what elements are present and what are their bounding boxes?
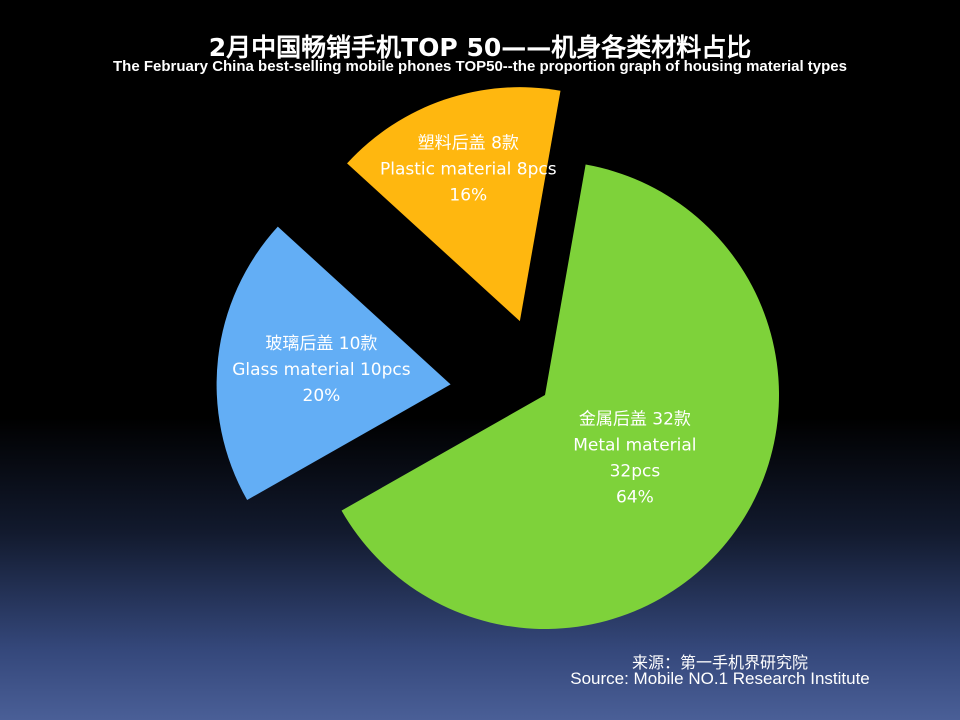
pie-slice-2-label-0: 塑料后盖 8款 xyxy=(418,134,519,154)
pie-slice-0-label-2: 32pcs xyxy=(610,461,661,481)
pie-slice-2-label-2: 16% xyxy=(449,186,487,206)
pie-slice-1-label-1: Glass material 10pcs xyxy=(232,360,411,380)
source-label-cn: 来源：第一手机界研究院 xyxy=(631,653,808,672)
source-label-en: Source: Mobile NO.1 Research Institute xyxy=(570,669,870,688)
pie-slice-0-label-3: 64% xyxy=(616,487,654,507)
pie-slice-1 xyxy=(216,226,451,500)
pie-slice-2 xyxy=(347,87,561,322)
chart-title: 2月中国畅销手机TOP 50——机身各类材料占比 xyxy=(208,33,752,62)
pie-slice-1-label-0: 玻璃后盖 10款 xyxy=(265,334,377,354)
pie-slice-1-label-2: 20% xyxy=(303,386,341,406)
pie-slice-0 xyxy=(341,164,779,629)
pie-slice-0-label-0: 金属后盖 32款 xyxy=(579,409,691,429)
chart-subtitle: The February China best-selling mobile p… xyxy=(113,58,847,75)
pie-slice-2-label-1: Plastic material 8pcs xyxy=(380,160,557,180)
pie-slice-0-label-1: Metal material xyxy=(573,435,696,455)
